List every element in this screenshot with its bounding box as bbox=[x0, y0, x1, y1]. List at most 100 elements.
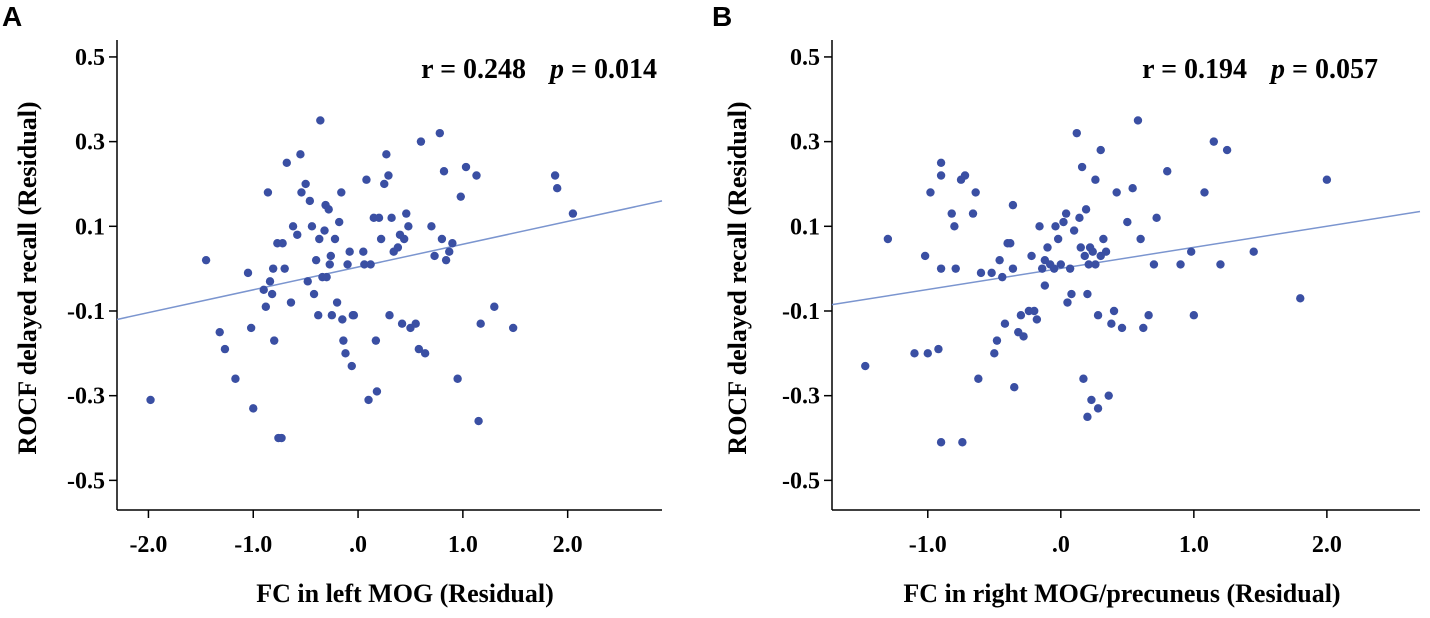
data-point-a bbox=[288, 222, 298, 231]
data-point-b bbox=[1040, 281, 1050, 290]
data-point-b bbox=[1008, 200, 1018, 210]
regression-line-a bbox=[116, 200, 663, 321]
data-point-a bbox=[349, 311, 359, 320]
data-point-a bbox=[261, 302, 271, 311]
data-point-b bbox=[1189, 311, 1199, 320]
data-point-b bbox=[1076, 243, 1085, 252]
data-point-a bbox=[508, 323, 518, 333]
data-point-b bbox=[1027, 251, 1036, 261]
data-point-a bbox=[327, 311, 337, 320]
data-point-b bbox=[974, 374, 983, 383]
x-axis-title-b: FC in right MOG/precuneus (Residual) bbox=[903, 579, 1340, 608]
data-point-b bbox=[1152, 213, 1161, 223]
data-point-b bbox=[1091, 260, 1100, 269]
data-point-b bbox=[1091, 175, 1100, 184]
data-point-b bbox=[1075, 213, 1084, 223]
data-point-a bbox=[315, 234, 324, 244]
data-point-a bbox=[307, 222, 317, 231]
data-point-a bbox=[456, 192, 465, 201]
data-point-b bbox=[1109, 306, 1119, 316]
data-point-a bbox=[301, 179, 310, 189]
data-point-a bbox=[359, 247, 368, 256]
stat-r-b: r = 0.194 bbox=[1142, 54, 1247, 85]
data-point-a bbox=[362, 175, 371, 184]
data-point-a bbox=[220, 344, 230, 354]
data-point-a bbox=[343, 260, 352, 269]
plot-area-a: 0.5 0.3 0.1 -0.1 -0.3 -0.5 -2.0 -1.0 .0 1.0 2.0 bbox=[67, 40, 663, 558]
stat-p-symbol-a: p bbox=[548, 54, 564, 85]
data-point-b bbox=[1063, 298, 1072, 307]
data-point-b bbox=[1016, 311, 1026, 320]
data-point-a bbox=[243, 268, 253, 278]
data-point-b bbox=[1123, 217, 1132, 227]
data-point-b bbox=[1117, 323, 1127, 333]
data-point-a bbox=[374, 213, 384, 223]
data-point-b bbox=[1176, 260, 1185, 269]
data-point-a bbox=[384, 171, 393, 180]
data-point-a bbox=[263, 188, 273, 197]
data-point-b bbox=[936, 264, 946, 273]
data-point-b bbox=[861, 361, 870, 371]
panel-letter-a: A bbox=[2, 1, 22, 32]
data-point-b bbox=[1083, 412, 1092, 422]
data-point-b bbox=[936, 158, 946, 167]
data-point-b bbox=[1128, 183, 1137, 193]
data-point-a bbox=[265, 277, 275, 286]
data-point-b bbox=[1136, 234, 1145, 244]
data-point-a bbox=[376, 234, 386, 244]
data-point-b bbox=[934, 344, 943, 354]
data-point-b bbox=[923, 349, 932, 358]
x-axis-title-a: FC in left MOG (Residual) bbox=[256, 579, 554, 608]
data-point-a bbox=[320, 226, 329, 235]
data-point-b bbox=[950, 222, 959, 231]
data-point-b bbox=[1056, 260, 1066, 269]
data-point-a bbox=[297, 188, 306, 197]
data-point-b bbox=[995, 255, 1004, 265]
y-tick-label-a: -0.3 bbox=[67, 384, 105, 410]
data-point-b bbox=[1037, 264, 1047, 273]
data-point-b bbox=[998, 272, 1007, 282]
data-point-a bbox=[402, 209, 411, 218]
data-point-b bbox=[1216, 260, 1225, 269]
data-point-a bbox=[360, 260, 369, 269]
data-point-b bbox=[1049, 264, 1059, 273]
data-point-b bbox=[1112, 188, 1121, 197]
data-point-a bbox=[293, 230, 302, 239]
data-point-a bbox=[326, 251, 336, 261]
data-point-b bbox=[992, 336, 1002, 345]
data-point-a bbox=[435, 128, 445, 138]
data-point-a bbox=[476, 319, 485, 328]
data-point-b bbox=[1077, 162, 1087, 172]
data-point-b bbox=[1099, 234, 1108, 244]
data-point-b bbox=[1139, 323, 1148, 333]
data-point-b bbox=[1032, 315, 1042, 324]
data-point-a bbox=[393, 243, 403, 252]
data-point-a bbox=[474, 416, 483, 426]
data-point-b bbox=[1200, 188, 1209, 197]
data-point-b bbox=[968, 209, 978, 218]
data-point-b bbox=[1019, 332, 1028, 341]
y-tick-label-b: 0.3 bbox=[790, 130, 820, 156]
data-point-b bbox=[971, 188, 980, 197]
data-point-b bbox=[1093, 311, 1103, 320]
x-tick-label-a: 2.0 bbox=[553, 532, 583, 558]
x-tick-label-a: -1.0 bbox=[234, 532, 272, 558]
x-tick-label-a: -2.0 bbox=[129, 532, 167, 558]
data-point-a bbox=[366, 260, 375, 269]
y-tick-label-b: -0.5 bbox=[782, 468, 820, 494]
data-point-b bbox=[1051, 222, 1060, 231]
y-axis-title-b: ROCF delayed recall (Residual) bbox=[723, 101, 752, 454]
data-point-a bbox=[316, 116, 325, 125]
data-point-b bbox=[1035, 222, 1044, 231]
data-point-a bbox=[420, 349, 430, 358]
data-point-a bbox=[448, 239, 457, 248]
regression-line-b bbox=[831, 210, 1421, 306]
data-point-a bbox=[347, 361, 356, 371]
data-point-b bbox=[987, 268, 996, 278]
data-point-a bbox=[490, 302, 499, 311]
data-point-b bbox=[1079, 374, 1088, 383]
x-tick-label-b: 1.0 bbox=[1179, 532, 1209, 558]
data-point-b bbox=[1083, 289, 1092, 299]
data-point-b bbox=[1081, 205, 1091, 214]
data-point-b bbox=[1065, 264, 1075, 273]
